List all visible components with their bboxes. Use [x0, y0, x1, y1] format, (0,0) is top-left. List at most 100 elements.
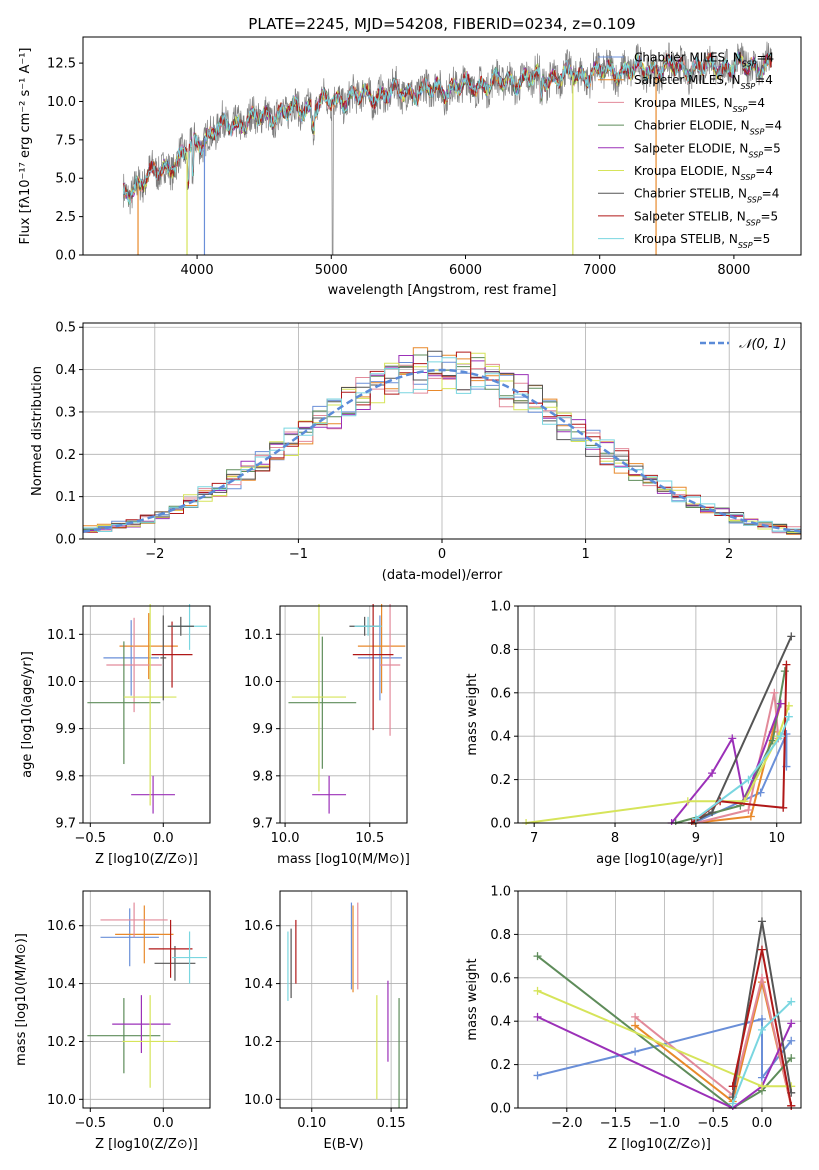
series-marker — [631, 1047, 640, 1056]
y-tick-label: 10.0 — [244, 1093, 273, 1108]
y-tick-label: 1.0 — [490, 600, 511, 615]
y-tick-label: 7.5 — [55, 133, 76, 148]
y-tick-label: 0.2 — [490, 1058, 511, 1073]
series-marker — [784, 712, 793, 721]
legend-value: =4 — [764, 119, 782, 133]
series-marker — [533, 1012, 542, 1021]
series-marker — [757, 1025, 766, 1034]
residuals-ticks: −2 −1 0 1 2 0.0 0.1 0.2 0.3 0.4 0.5 — [55, 321, 733, 562]
model-spectrum-line — [122, 51, 772, 205]
y-tick-label: 9.8 — [252, 769, 273, 784]
y-tick-label: 0.4 — [490, 730, 511, 745]
series-marker — [770, 688, 779, 697]
y-tick-label: 0.0 — [55, 249, 76, 264]
y-tick-label: 0.0 — [55, 533, 76, 548]
series-marker — [782, 730, 791, 739]
series-marker — [757, 945, 766, 954]
x-tick-label: 8 — [611, 831, 619, 846]
series-line — [634, 977, 793, 1107]
series-marker — [728, 1099, 737, 1108]
legend-subscript: SSP — [750, 127, 765, 136]
plot-marks — [522, 632, 796, 825]
legend-subscript: SSP — [746, 218, 761, 227]
x-axis-label: age [log10(age/yr)] — [596, 852, 723, 867]
x-tick-label: 8000 — [717, 263, 750, 278]
x-tick-label: 0 — [438, 547, 446, 562]
y-tick-label: 9.7 — [55, 817, 76, 832]
y-axis-label: mass [log10(M/M⊙)] — [14, 933, 29, 1066]
age-vs-mass-panel: 10.0 10.5 9.7 9.8 9.9 10.0 10.1 mass [log10(M/M… — [244, 604, 410, 867]
legend-subscript: SSP — [741, 173, 756, 182]
plot-marks — [287, 902, 400, 1108]
x-tick-label: 0.0 — [153, 831, 174, 846]
x-tick-label: 0.0 — [752, 1116, 773, 1131]
legend-subscript: SSP — [741, 82, 756, 91]
x-axis-label: Z [log10(Z/Z⊙)] — [95, 1137, 198, 1152]
x-tick-label: −0.5 — [75, 1116, 107, 1131]
series-marker — [533, 1071, 542, 1080]
y-tick-label: 0.6 — [490, 686, 511, 701]
x-axis-label: E(B-V) — [323, 1137, 363, 1152]
y-tick-label: 9.7 — [252, 817, 273, 832]
series-marker — [728, 734, 737, 743]
series-marker — [787, 1019, 796, 1028]
series-marker — [787, 632, 796, 641]
series-marker — [757, 973, 766, 982]
series-marker — [708, 808, 717, 817]
series-marker — [533, 986, 542, 995]
y-tick-label: 10.4 — [47, 977, 76, 992]
series-marker — [744, 775, 753, 784]
legend-label: Chabrier MILES, NSSP=4 — [634, 51, 774, 69]
y-tick-label: 10.0 — [47, 675, 76, 690]
x-axis-label: Z [log10(Z/Z⊙)] — [95, 852, 198, 867]
y-tick-label: 10.1 — [47, 628, 76, 643]
x-tick-label: 0.15 — [377, 1116, 406, 1131]
residuals-legend: 𝒩(0, 1) — [700, 337, 786, 352]
series-marker — [744, 805, 753, 814]
series-marker — [776, 732, 785, 741]
series-marker — [787, 1101, 796, 1110]
series-marker — [776, 699, 785, 708]
axes-frame — [82, 605, 211, 824]
x-tick-label: −0.5 — [697, 1116, 729, 1131]
figure-title: PLATE=2245, MJD=54208, FIBERID=0234, z=0… — [248, 15, 635, 33]
legend-value: =4 — [747, 96, 765, 110]
series-marker — [757, 917, 766, 926]
plot-marks — [533, 917, 796, 1110]
x-tick-label: −1.0 — [649, 1116, 681, 1131]
legend-subscript: SSP — [733, 104, 748, 113]
y-tick-label: 10.0 — [47, 95, 76, 110]
y-tick-label: 9.8 — [55, 769, 76, 784]
series-marker — [728, 1082, 737, 1091]
x-tick-label: 10.5 — [355, 831, 384, 846]
y-tick-label: 10.0 — [47, 1093, 76, 1108]
histogram-step-line — [83, 352, 801, 533]
y-axis-label: mass weight — [465, 958, 480, 1040]
y-tick-label: 0.2 — [55, 448, 76, 463]
y-tick-label: 10.6 — [244, 919, 273, 934]
y-tick-label: 0.1 — [55, 490, 76, 505]
y-tick-label: 9.9 — [252, 722, 273, 737]
legend-subscript: SSP — [747, 195, 762, 204]
x-tick-label: −2 — [145, 547, 164, 562]
legend-subscript: SSP — [748, 150, 763, 159]
series-marker — [780, 667, 789, 676]
y-tick-label: 0.0 — [490, 1102, 511, 1117]
spectrum-ticks: 4000 5000 6000 7000 8000 0.0 2.5 5.0 7.5 10.0 12.5 — [47, 57, 750, 278]
residuals-xlabel: (data-model)/error — [382, 568, 503, 583]
massweight-vs-Z-panel: −2.0 −1.5 −1.0 −0.5 0.0 0.0 0.2 0.4 0.6 0.8 1.0 Z [… — [465, 885, 802, 1152]
x-tick-label: 7000 — [583, 263, 616, 278]
y-tick-label: 10.6 — [47, 919, 76, 934]
legend-label: Salpeter STELIB, NSSP=5 — [634, 209, 778, 227]
legend-value: =5 — [763, 141, 781, 155]
series-marker — [691, 814, 700, 823]
legend-label: Kroupa MILES, NSSP=4 — [634, 96, 765, 114]
series-marker — [757, 1082, 766, 1091]
series-marker — [757, 1015, 766, 1024]
legend-value: =4 — [756, 51, 774, 65]
legend-label: Chabrier ELODIE, NSSP=4 — [634, 119, 782, 137]
mass-vs-ebv-panel: 0.10 0.15 10.0 10.2 10.4 10.6 E(B-V) — [244, 890, 408, 1152]
spectrum-axes-frame — [82, 36, 802, 256]
legend-label: Salpeter MILES, NSSP=4 — [634, 73, 773, 91]
